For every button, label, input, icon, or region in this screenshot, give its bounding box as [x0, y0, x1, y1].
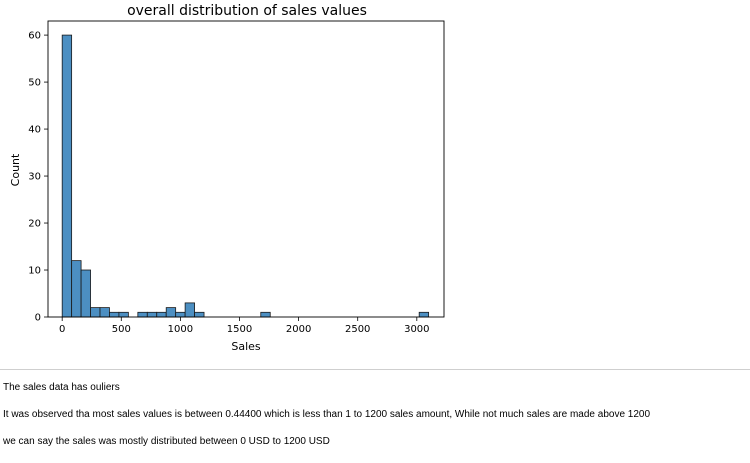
- histogram-bars: [61, 34, 430, 318]
- y-tick-label: 60: [28, 31, 41, 42]
- histogram-bar: [61, 34, 73, 318]
- y-axis-ticks: 0 10 20 30 40 50 60: [28, 31, 48, 324]
- y-axis-label: Count: [9, 153, 22, 186]
- y-tick-label: 0: [35, 313, 41, 324]
- analysis-notes: The sales data has ouliers It was observ…: [3, 382, 747, 463]
- histogram-bar: [165, 307, 177, 318]
- x-tick-label: 1500: [227, 324, 252, 335]
- y-tick-label: 30: [28, 172, 41, 183]
- y-tick-label: 20: [28, 219, 41, 230]
- x-axis-label: Sales: [231, 340, 261, 353]
- histogram-bar: [71, 260, 82, 318]
- chart-title: overall distribution of sales values: [127, 3, 367, 19]
- x-tick-label: 2000: [286, 324, 311, 335]
- section-divider: [0, 369, 750, 370]
- histogram-bar: [137, 311, 148, 318]
- x-axis-ticks: 0 500 1000 1500 2000 2500 3000: [59, 317, 430, 335]
- note-outliers: The sales data has ouliers: [3, 382, 120, 393]
- x-tick-label: 2500: [345, 324, 370, 335]
- x-tick-label: 1000: [168, 324, 193, 335]
- histogram-bar: [90, 307, 101, 318]
- histogram-bar: [260, 311, 271, 318]
- x-tick-label: 0: [59, 324, 65, 335]
- note-observation: It was observed tha most sales values is…: [3, 409, 651, 420]
- histogram-bar: [146, 311, 158, 318]
- note-conclusion: we can say the sales was mostly distribu…: [3, 436, 330, 447]
- histogram-bar: [194, 311, 205, 318]
- histogram-bar: [99, 307, 110, 318]
- histogram-bar: [118, 311, 129, 318]
- sales-histogram: overall distribution of sales values 0 50…: [9, 3, 445, 353]
- x-tick-label: 500: [112, 324, 131, 335]
- histogram-bar: [156, 311, 167, 318]
- plot-frame: [47, 20, 445, 318]
- y-tick-label: 50: [28, 78, 41, 89]
- histogram-bar: [109, 311, 120, 318]
- y-tick-label: 40: [28, 125, 41, 136]
- histogram-bar: [418, 311, 430, 318]
- histogram-bar: [80, 269, 91, 318]
- x-tick-label: 3000: [404, 324, 429, 335]
- y-tick-label: 10: [28, 266, 41, 277]
- histogram-bar: [184, 302, 195, 318]
- histogram-bar: [175, 311, 186, 318]
